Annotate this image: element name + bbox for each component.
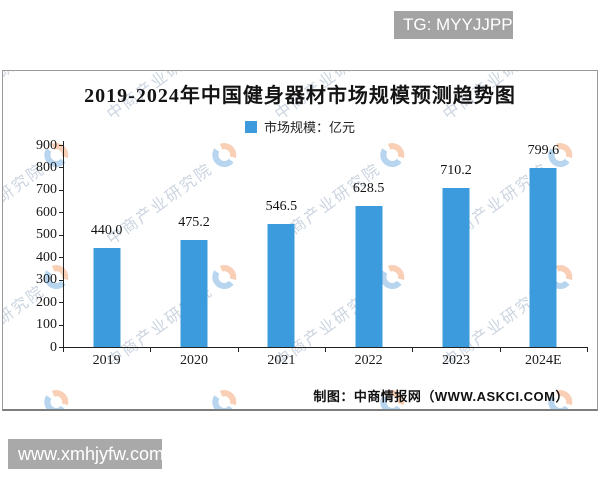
website-badge: www.xmhjyfw.com	[8, 439, 162, 469]
x-axis-category-label: 2023	[441, 353, 470, 368]
bar-band: 710.2 2023	[412, 141, 499, 368]
chart-card: 中商产业研究院 中商产业研究院 中商产业研究院 中商产业研究院 中商产业研究院 中商产业研…	[2, 70, 598, 411]
bar-2024E	[529, 167, 557, 347]
x-axis-tick	[63, 348, 64, 352]
bar-value-label: 628.5	[352, 180, 385, 196]
y-axis-tick-label: 500	[36, 227, 57, 243]
y-axis-tick-label: 200	[36, 294, 57, 310]
bar-2021	[267, 224, 295, 347]
x-axis-category-label: 2022	[354, 353, 383, 368]
y-axis-tick-label: 100	[36, 317, 57, 333]
bar-2019	[93, 248, 121, 347]
x-axis-category-label: 2024E	[525, 353, 562, 368]
chart-title: 2019-2024年中国健身器材市场规模预测趋势图	[84, 85, 516, 107]
y-axis-tick-label: 0	[50, 339, 57, 355]
bar-2023	[442, 187, 470, 347]
x-axis-category-label: 2021	[267, 353, 296, 368]
y-axis-tick-label: 400	[36, 249, 57, 265]
y-axis-line	[63, 141, 64, 348]
bar-band: 628.5 2022	[325, 141, 412, 368]
bar-value-label: 440.0	[90, 223, 123, 239]
bar-value-label: 546.5	[265, 199, 298, 215]
bar-band: 546.5 2021	[238, 141, 325, 368]
x-axis-tick	[587, 348, 588, 352]
bar-value-label: 710.2	[440, 162, 472, 178]
y-axis-tick	[59, 212, 63, 214]
bar-2020	[180, 240, 208, 347]
x-axis-tick	[499, 348, 501, 352]
y-axis-tick	[59, 302, 63, 304]
y-axis-tick-label: 900	[36, 137, 57, 153]
y-axis-tick-label: 700	[36, 182, 57, 198]
x-axis-tick	[325, 348, 326, 352]
x-axis-tick	[150, 348, 152, 352]
x-axis-category-label: 2019	[92, 353, 121, 368]
chart-legend: 市场规模：亿元	[3, 117, 597, 136]
x-axis-tick	[237, 348, 239, 352]
x-axis-category-label: 2020	[179, 353, 208, 368]
legend-swatch-icon	[244, 120, 257, 133]
y-axis-tick	[59, 347, 63, 348]
bar-2022	[355, 205, 383, 347]
y-axis-tick	[59, 324, 63, 326]
y-axis-tick-label: 800	[36, 159, 57, 175]
y-axis-tick-label: 600	[36, 204, 57, 220]
credit-line: 制图：中商情报网（WWW.ASKCI.COM）	[313, 389, 569, 404]
y-axis-tick	[59, 257, 63, 259]
bar-band: 440.0 2019	[63, 141, 150, 368]
x-axis-line	[63, 347, 588, 348]
y-axis-tick	[59, 234, 63, 236]
y-axis-tick-label: 300	[36, 272, 57, 288]
bar-chart-plot: 0 100 200 300 400 500 600 700 800 900 440.0 2019 475…	[3, 71, 597, 409]
bar-band: 799.6 2024E	[500, 141, 587, 368]
x-axis-tick	[412, 348, 414, 352]
tg-contact-badge: TG: MYYJJPP	[394, 11, 513, 39]
bar-value-label: 475.2	[178, 215, 210, 231]
bar-band: 475.2 2020	[150, 141, 237, 368]
legend-label: 市场规模：亿元	[263, 120, 355, 135]
y-axis-tick	[59, 189, 63, 191]
bar-value-label: 799.6	[527, 142, 560, 158]
